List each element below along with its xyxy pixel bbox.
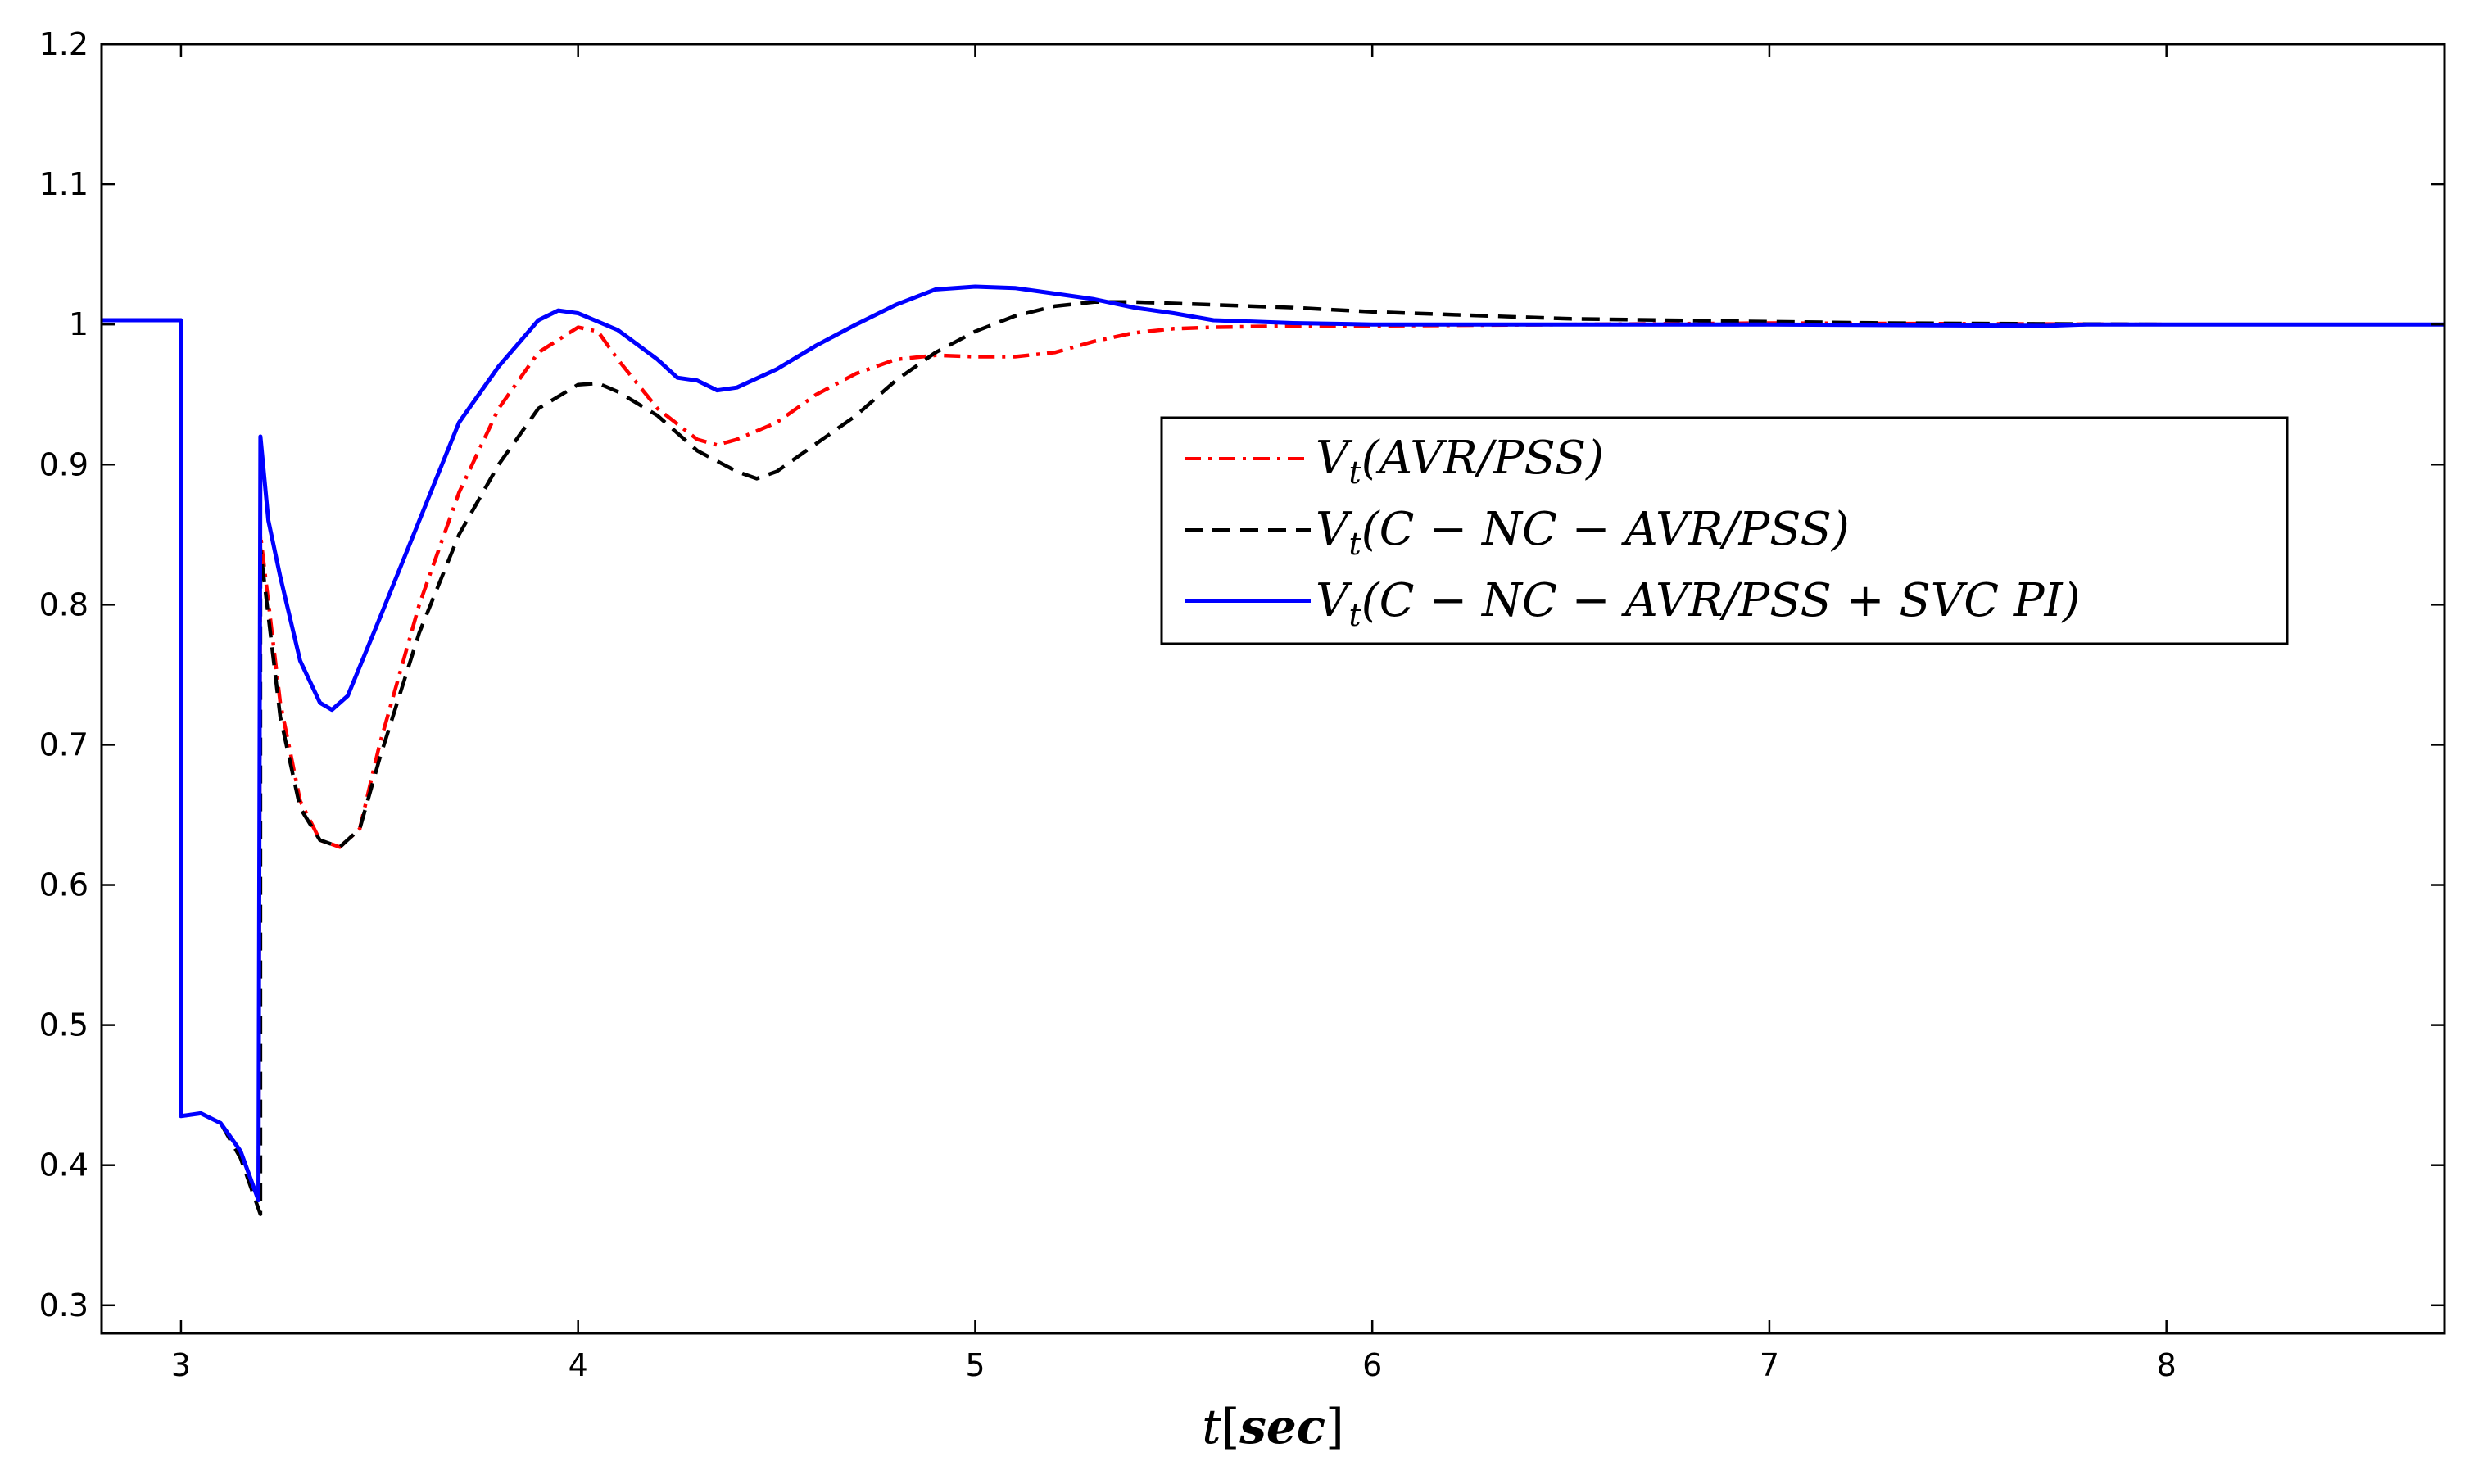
y-tick-label: 1.1	[39, 166, 88, 202]
x-tick-label: 3	[171, 1347, 191, 1383]
y-tick-label: 0.4	[39, 1147, 88, 1183]
series-line-2	[102, 300, 2444, 1216]
x-tick-label: 4	[569, 1347, 588, 1383]
y-tick-label: 1	[69, 306, 88, 342]
y-tick-label: 1.2	[39, 26, 88, 62]
tick-layer: 3 4 5 6 7 8 0.3 0.4 0.5 0.6 0.7 0.8 0.9 1 1.1 1.2	[39, 26, 2444, 1383]
x-tick-label: 6	[1362, 1347, 1382, 1383]
y-tick-label: 0.6	[39, 867, 88, 903]
legend-label-c-nc-avr-pss: Vt(C − NC − AVR/PSS)	[1316, 503, 1850, 562]
series-line-3	[102, 284, 2444, 1202]
y-tick-label: 0.5	[39, 1007, 88, 1043]
plot-area-frame	[100, 43, 2446, 1335]
legend-label-avr-pss: Vt(AVR/PSS)	[1316, 432, 1604, 491]
series-layer	[102, 284, 2444, 1216]
x-tick-label: 8	[2157, 1347, 2177, 1383]
series-line-1	[102, 318, 2444, 1202]
legend: Vt(AVR/PSS) Vt(C − NC − AVR/PSS) Vt(C − …	[1160, 416, 2289, 645]
x-tick-label: 5	[965, 1347, 985, 1383]
y-tick-label: 0.3	[39, 1287, 88, 1323]
legend-box	[1160, 416, 2289, 645]
x-tick-label: 7	[1760, 1347, 1779, 1383]
x-axis-label: t[sec]	[1202, 1399, 1343, 1455]
y-tick-label: 0.9	[39, 446, 88, 482]
y-tick-label: 0.8	[39, 586, 88, 622]
y-tick-label: 0.7	[39, 726, 88, 762]
legend-label-c-nc-avr-pss-svc-pi: Vt(C − NC − AVR/PSS + SVC PI)	[1316, 574, 2081, 633]
